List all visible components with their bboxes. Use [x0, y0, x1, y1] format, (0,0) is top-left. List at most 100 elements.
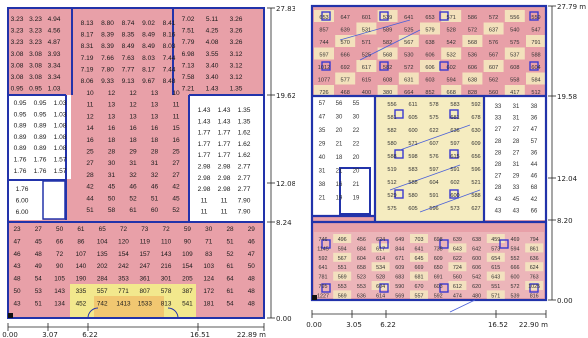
luminaire-icon — [449, 149, 459, 159]
illuminance-value: 190 — [76, 276, 87, 283]
luminance-value: 668 — [447, 90, 456, 96]
dimension-label: 0.00 — [276, 315, 292, 323]
luminance-value: 31 — [513, 162, 520, 168]
illuminance-value: 90 — [184, 238, 192, 245]
illuminance-value: 18 — [129, 137, 137, 144]
luminance-value: 57 — [319, 101, 326, 107]
luminance-value: 604 — [376, 284, 385, 290]
illuminance-value: 1.77 — [198, 130, 211, 137]
luminance-value: 571 — [362, 40, 371, 46]
illuminance-value: 8.48 — [163, 78, 176, 85]
illuminance-value: 3.08 — [11, 51, 24, 58]
illuminance-value: 3.12 — [230, 51, 243, 58]
illuminance-value: 3.23 — [11, 39, 24, 46]
luminance-value: 683 — [395, 275, 404, 281]
luminance-value: 572 — [511, 284, 520, 290]
illuminance-value: 1.08 — [54, 134, 67, 141]
luminance-value: 551 — [491, 284, 500, 290]
illuminance-value: 0.89 — [34, 134, 47, 141]
luminance-value: 577 — [341, 78, 350, 84]
luminance-value: 521 — [471, 180, 480, 186]
luminance-value: 691 — [434, 275, 443, 281]
illuminance-value: 16 — [151, 125, 159, 132]
luminance-value: 579 — [425, 28, 434, 34]
illuminance-value: 7.63 — [122, 55, 135, 62]
luminance-value: 1025 — [528, 284, 540, 290]
luminaire-icon — [321, 11, 331, 21]
illuminance-value: 48 — [248, 288, 256, 295]
luminance-value: 615 — [450, 154, 459, 160]
luminance-value: 641 — [415, 246, 424, 252]
luminance-value: 380 — [383, 90, 392, 96]
luminance-value: 569 — [338, 293, 347, 299]
illuminance-value: 13 — [151, 102, 159, 109]
illuminance-value: 13 — [108, 102, 116, 109]
luminance-value: 47 — [319, 115, 326, 121]
luminance-value: 608 — [510, 65, 519, 71]
illuminance-value: 1533 — [138, 300, 153, 307]
hot-zone — [70, 284, 196, 318]
leader-line — [419, 189, 481, 213]
value-patch — [410, 252, 428, 262]
dimension-label: 6.22 — [380, 321, 396, 329]
luminaire-icon — [449, 189, 459, 199]
illuminance-value: 110 — [161, 238, 172, 245]
luminaire-icon — [394, 109, 404, 119]
luminaire-icon — [529, 61, 539, 71]
illuminance-value: 1.77 — [198, 141, 211, 148]
illuminance-value: 104 — [97, 238, 108, 245]
illuminance-value: 8.13 — [81, 20, 94, 27]
illuminance-value: 32 — [151, 172, 159, 179]
luminance-value: 622 — [453, 256, 462, 262]
luminance-value: 20 — [353, 169, 360, 175]
illuminance-value: 12 — [129, 90, 137, 97]
illuminance-value: 154 — [118, 251, 129, 258]
value-patch — [486, 271, 505, 281]
luminance-value: 553 — [338, 284, 347, 290]
illuminance-value: 6.00 — [16, 198, 29, 205]
luminance-value: 606 — [468, 65, 477, 71]
illuminance-value: 3.55 — [206, 51, 219, 58]
illuminance-value: 3.34 — [48, 74, 61, 81]
illuminance-value: 23 — [13, 226, 21, 233]
illuminance-value: 52 — [226, 251, 234, 258]
illuminance-value: 103 — [203, 263, 214, 270]
luminance-value: 29 — [319, 142, 326, 148]
value-patch — [371, 262, 390, 272]
illuminance-value: 25 — [172, 149, 180, 156]
luminance-value: 21 — [353, 182, 360, 188]
illuminance-value: 2.77 — [238, 175, 251, 182]
luminance-value: 525 — [404, 28, 413, 34]
value-patch — [410, 234, 428, 243]
luminance-value: 569 — [395, 293, 404, 299]
value-patch — [462, 35, 483, 47]
luminance-value: 55 — [353, 101, 360, 107]
luminance-value: 607 — [429, 141, 438, 147]
illuminance-value: 1.08 — [54, 145, 67, 152]
luminance-value: 28 — [495, 150, 502, 156]
illuminance-value: 3.08 — [11, 62, 24, 69]
luminance-value: 31 — [513, 104, 520, 110]
illuminance-value: 51 — [35, 300, 43, 307]
illuminance-value: 1.35 — [230, 86, 243, 93]
luminance-value: 597 — [319, 53, 328, 59]
luminance-value: 581 — [387, 115, 396, 121]
illuminance-value: 2.98 — [218, 164, 231, 171]
illuminance-value: 3.23 — [11, 16, 24, 23]
door-arc — [167, 307, 179, 319]
illuminance-value: 47 — [248, 251, 256, 258]
luminance-value: 617 — [376, 246, 385, 252]
illuminance-value: 49 — [35, 263, 43, 270]
illuminance-value: 8.74 — [122, 20, 135, 27]
illuminance-value: 1.77 — [218, 152, 231, 159]
luminaire-icon — [379, 61, 389, 71]
luminance-value: 781 — [319, 275, 328, 281]
value-patch — [314, 47, 334, 60]
illuminance-value: 120 — [118, 238, 129, 245]
illuminance-value: 2.98 — [218, 175, 231, 182]
luminaire-icon — [379, 283, 389, 293]
luminance-value: 35 — [319, 128, 326, 134]
luminance-value: 21 — [336, 142, 343, 148]
illuminance-value: 48 — [248, 300, 256, 307]
luminance-value: 573 — [450, 206, 459, 212]
